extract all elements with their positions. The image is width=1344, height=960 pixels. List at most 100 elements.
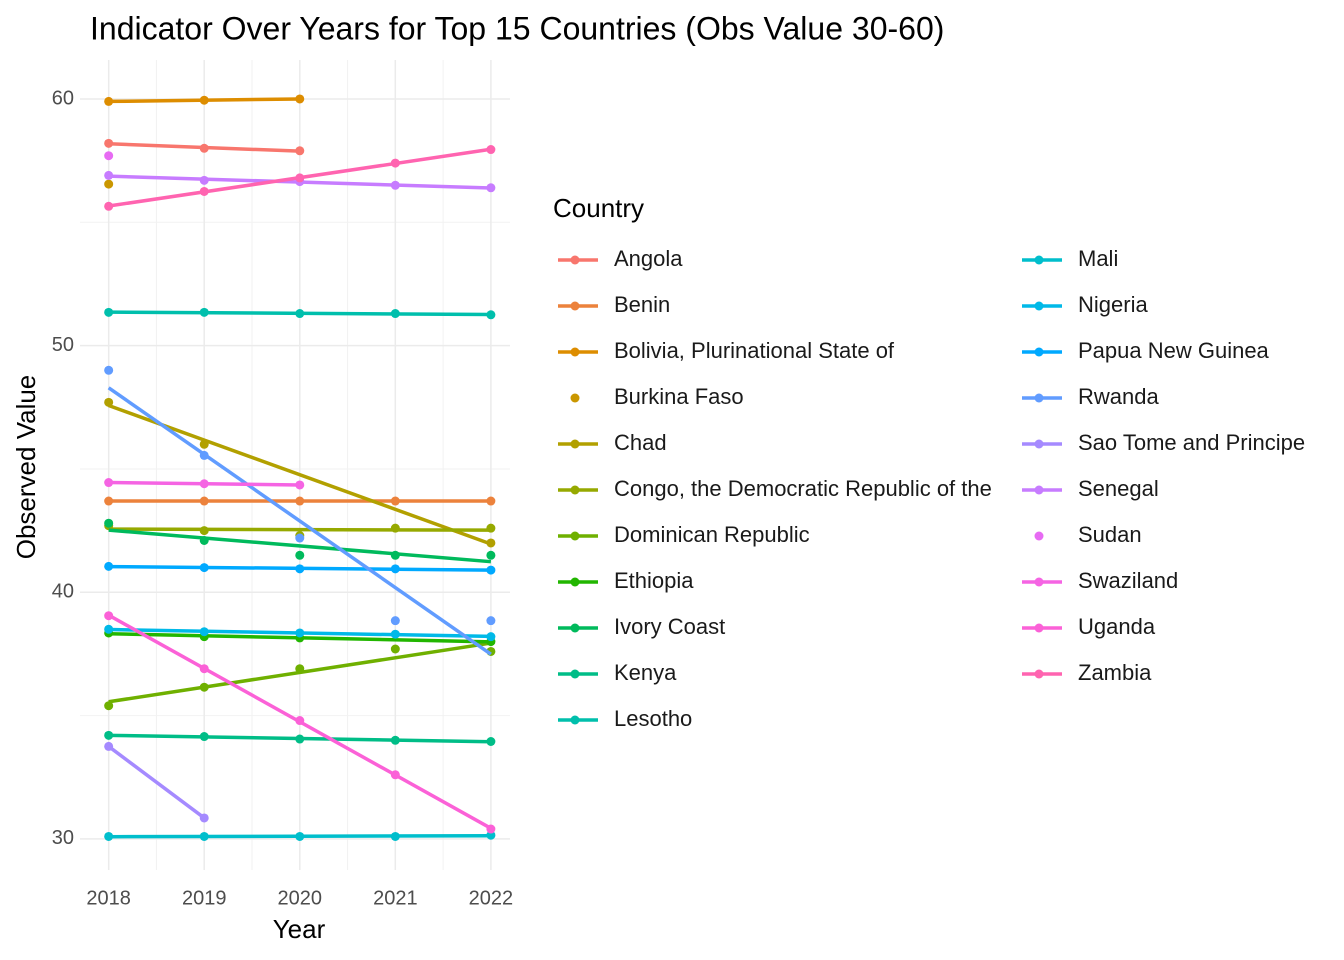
legend-label: Benin xyxy=(614,292,670,317)
trend-line xyxy=(108,627,491,639)
trend-line xyxy=(107,386,492,656)
y-tick-label: 60 xyxy=(52,87,74,109)
legend-item: Nigeria xyxy=(1022,292,1148,317)
point xyxy=(486,550,496,560)
legend-key-point xyxy=(1034,485,1044,495)
legend-item: Kenya xyxy=(558,660,677,685)
legend-label: Swaziland xyxy=(1078,568,1178,593)
point xyxy=(486,632,496,642)
point xyxy=(104,701,114,711)
x-tick-label: 2022 xyxy=(469,887,514,909)
legend-item: Rwanda xyxy=(1022,384,1159,409)
y-tick-label: 50 xyxy=(52,334,74,356)
legend-key-point xyxy=(570,439,580,449)
trend-line xyxy=(108,403,492,546)
legend-item: Mali xyxy=(1022,246,1118,271)
legend-key-point xyxy=(570,577,580,587)
series xyxy=(104,307,496,320)
series xyxy=(104,151,114,161)
trend-line xyxy=(108,527,491,532)
trend-line xyxy=(107,613,492,830)
trend-line xyxy=(107,745,206,820)
legend-item: Senegal xyxy=(1022,476,1159,501)
legend-label: Chad xyxy=(614,430,667,455)
legend-label: Rwanda xyxy=(1078,384,1159,409)
legend-label: Uganda xyxy=(1078,614,1156,639)
y-tick-label: 40 xyxy=(52,581,74,603)
legend-label: Lesotho xyxy=(614,706,692,731)
series xyxy=(104,741,209,823)
legend-item: Bolivia, Plurinational State of xyxy=(558,338,895,363)
legend-label: Mali xyxy=(1078,246,1118,271)
legend-item: Uganda xyxy=(1022,614,1156,639)
legend-item: Zambia xyxy=(1022,660,1152,685)
legend-key-point xyxy=(570,485,580,495)
legend-label: Nigeria xyxy=(1078,292,1148,317)
point xyxy=(486,830,496,840)
trend-line xyxy=(108,733,491,744)
trend-line xyxy=(108,142,300,153)
point xyxy=(104,561,114,571)
series xyxy=(104,365,496,656)
series xyxy=(104,830,496,841)
legend-key-point xyxy=(570,623,580,633)
legend-title: Country xyxy=(553,193,644,223)
series xyxy=(104,397,496,548)
legend-label: Bolivia, Plurinational State of xyxy=(614,338,895,363)
x-axis-label: Year xyxy=(273,914,326,944)
legend-item: Benin xyxy=(558,292,670,317)
legend-key-point xyxy=(1034,623,1044,633)
legend-item: Chad xyxy=(558,430,667,455)
x-tick-label: 2020 xyxy=(278,887,323,909)
point xyxy=(104,179,114,189)
series xyxy=(104,94,305,106)
series xyxy=(104,478,305,490)
legend-item: Sao Tome and Principe xyxy=(1022,430,1305,455)
legend-label: Senegal xyxy=(1078,476,1159,501)
legend-item: Swaziland xyxy=(1022,568,1178,593)
legend-label: Congo, the Democratic Republic of the xyxy=(614,476,992,501)
series xyxy=(104,179,114,189)
trend-line xyxy=(108,147,492,208)
legend-key-point xyxy=(570,301,580,311)
legend-item: Burkina Faso xyxy=(570,384,744,409)
legend-item: Ivory Coast xyxy=(558,614,725,639)
legend-key-point xyxy=(1034,301,1044,311)
legend-item: Sudan xyxy=(1034,522,1142,547)
legend-key-point xyxy=(1034,669,1044,679)
legend-key-point xyxy=(1034,531,1044,541)
legend-key-point xyxy=(570,393,580,403)
legend-item: Angola xyxy=(558,246,683,271)
legend-item: Papua New Guinea xyxy=(1022,338,1270,363)
legend-item: Lesotho xyxy=(558,706,692,731)
point xyxy=(104,518,114,528)
series xyxy=(104,145,496,211)
trend-line xyxy=(108,97,300,104)
point xyxy=(104,365,114,375)
legend-label: Burkina Faso xyxy=(614,384,744,409)
legend-label: Sudan xyxy=(1078,522,1142,547)
legend-label: Ethiopia xyxy=(614,568,694,593)
legend-key-point xyxy=(570,347,580,357)
point xyxy=(104,151,114,161)
legend-label: Ivory Coast xyxy=(614,614,725,639)
legend-key-point xyxy=(1034,439,1044,449)
point xyxy=(390,616,400,626)
legend-label: Angola xyxy=(614,246,683,271)
chart-title: Indicator Over Years for Top 15 Countrie… xyxy=(90,10,944,46)
point xyxy=(390,644,400,654)
trend-line xyxy=(108,480,300,487)
series xyxy=(104,138,305,156)
legend-key-point xyxy=(570,715,580,725)
point xyxy=(486,616,496,626)
point xyxy=(295,550,305,560)
legend-key-point xyxy=(1034,577,1044,587)
legend-key-point xyxy=(570,531,580,541)
legend-item: Ethiopia xyxy=(558,568,694,593)
legend-item: Dominican Republic xyxy=(558,522,810,547)
legend-key-point xyxy=(1034,255,1044,265)
series xyxy=(104,496,496,506)
legend-label: Kenya xyxy=(614,660,677,685)
y-tick-label: 30 xyxy=(52,827,74,849)
